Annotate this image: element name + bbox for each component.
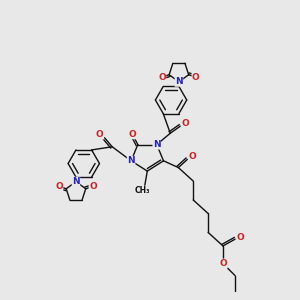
Text: N: N (127, 156, 135, 165)
Text: O: O (55, 182, 63, 191)
Text: N: N (153, 140, 160, 149)
Text: O: O (158, 73, 166, 82)
Text: N: N (72, 177, 80, 186)
Text: O: O (89, 182, 97, 191)
Text: O: O (236, 232, 244, 242)
Text: CH₃: CH₃ (135, 186, 150, 195)
Text: O: O (220, 259, 227, 268)
Text: O: O (188, 152, 196, 161)
Text: O: O (181, 119, 189, 128)
Text: O: O (96, 130, 103, 139)
Text: N: N (175, 77, 183, 86)
Text: O: O (129, 130, 136, 139)
Text: O: O (192, 73, 200, 82)
